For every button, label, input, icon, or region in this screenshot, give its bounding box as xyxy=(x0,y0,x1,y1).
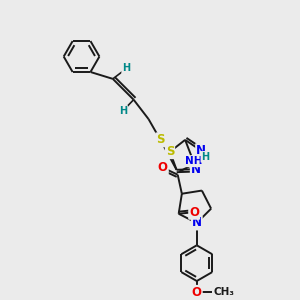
Text: N: N xyxy=(192,217,202,230)
Text: H: H xyxy=(201,152,209,162)
Text: N: N xyxy=(191,163,201,176)
Text: S: S xyxy=(166,145,174,158)
Text: O: O xyxy=(158,161,168,174)
Text: NH: NH xyxy=(185,156,203,166)
Text: O: O xyxy=(192,286,202,299)
Text: O: O xyxy=(189,206,199,219)
Text: S: S xyxy=(156,134,165,146)
Text: CH₃: CH₃ xyxy=(213,287,234,297)
Text: H: H xyxy=(122,63,130,74)
Text: H: H xyxy=(119,106,127,116)
Text: N: N xyxy=(196,144,206,157)
